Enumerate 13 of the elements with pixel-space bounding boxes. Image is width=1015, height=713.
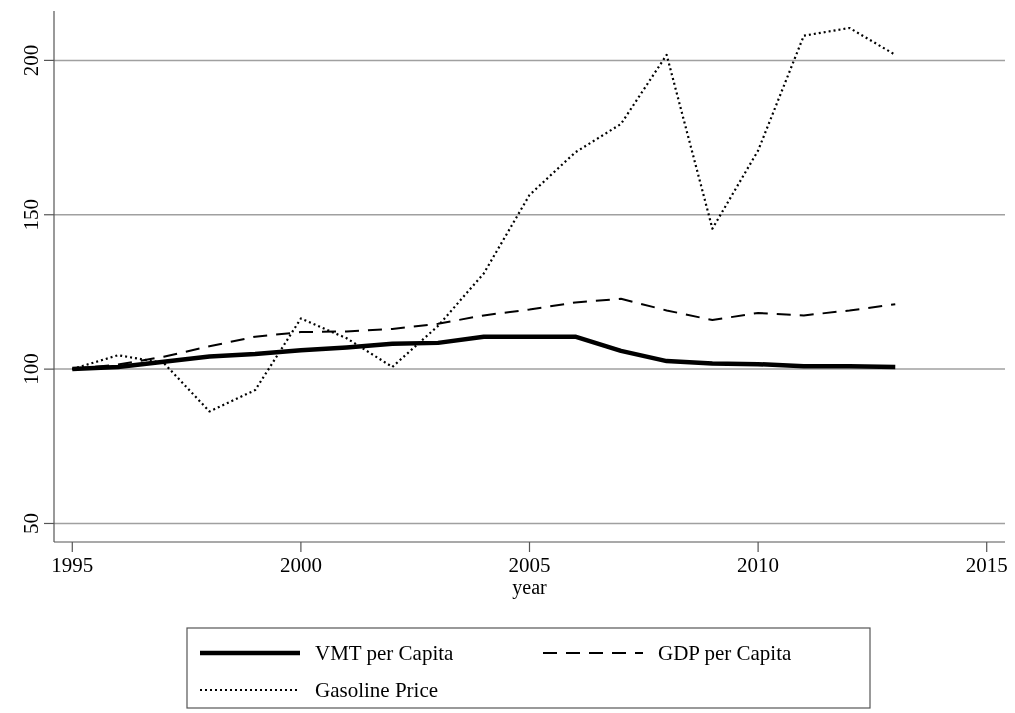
x-tick-label: 1995 (51, 553, 94, 577)
x-axis-title: year (512, 576, 548, 599)
y-tick-label: 150 (19, 199, 43, 231)
y-tick-label: 100 (19, 353, 43, 385)
x-tick-label: 2015 (965, 553, 1008, 577)
x-tick-label: 2010 (737, 553, 780, 577)
x-tick-label: 2005 (508, 553, 551, 577)
y-tick-label: 50 (19, 512, 43, 534)
y-tick-label: 200 (19, 44, 43, 77)
legend-label: VMT per Capita (315, 641, 455, 665)
legend-label: GDP per Capita (658, 641, 793, 665)
x-tick-label: 2000 (279, 553, 322, 577)
legend-label: Gasoline Price (315, 678, 439, 702)
